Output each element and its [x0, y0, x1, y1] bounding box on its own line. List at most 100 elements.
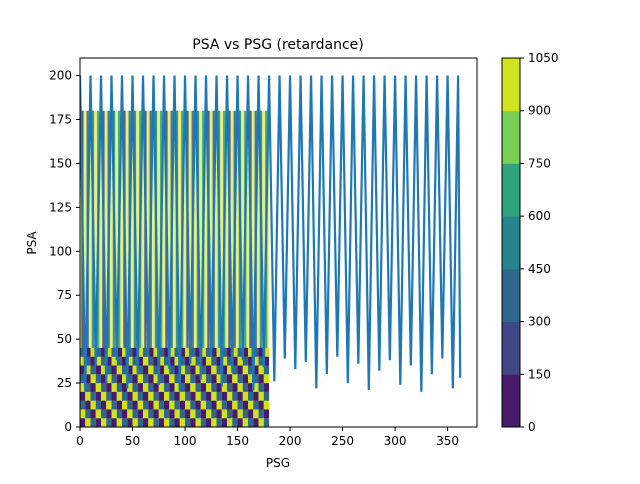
contour-cell [169, 418, 175, 427]
contour-cell [206, 409, 212, 419]
contour-cell [95, 374, 102, 384]
contour-cell [248, 383, 254, 392]
contour-cell [137, 409, 144, 419]
contour-cell [95, 383, 102, 392]
colorbar-tick-label: 0 [528, 420, 536, 434]
contour-cell [143, 347, 149, 357]
contour-cell [200, 374, 207, 384]
contour-cell [132, 365, 138, 375]
plot-frame [79, 57, 478, 428]
contour-cell [111, 391, 117, 401]
contour-cell [116, 356, 123, 366]
contour-cell [80, 391, 86, 401]
contour-cell [101, 383, 107, 392]
contour-cell [253, 356, 259, 366]
contour-cell [101, 347, 107, 357]
contour-cell [237, 409, 243, 419]
contour-cell [132, 356, 138, 366]
colorbar-tick-label: 1050 [528, 51, 559, 65]
contour-cell [237, 418, 243, 427]
contour-cell [101, 356, 107, 366]
chart-title: PSA vs PSG (retardance) [192, 37, 364, 53]
contour-cell [106, 418, 112, 427]
contour-cell [90, 356, 96, 366]
contour-cell [116, 383, 123, 392]
contour-cell [211, 365, 217, 375]
contour-cell [132, 374, 138, 384]
contour-cell [200, 391, 207, 401]
contour-cell [80, 409, 86, 419]
contour-cell [242, 365, 249, 375]
contour-cell [148, 356, 154, 366]
contour-cell [248, 374, 254, 384]
contour-cell [137, 374, 144, 384]
contour-cell [195, 400, 201, 410]
contour-cell [174, 374, 180, 384]
contour-cell [227, 374, 233, 384]
contour-cell [185, 347, 191, 357]
contour-cell [122, 365, 128, 375]
contour-cell [127, 374, 133, 384]
y-tick-label: 125 [49, 200, 72, 214]
contour-cell [237, 356, 243, 366]
contour-cell [174, 365, 180, 375]
contour-cell [111, 418, 117, 427]
contour-cell [95, 391, 102, 401]
contour-cell [122, 383, 128, 392]
contour-cell [169, 391, 175, 401]
contour-cell [122, 391, 128, 401]
colorbar-tick-label: 450 [528, 262, 551, 276]
contour-cell [111, 383, 117, 392]
contour-cell [190, 391, 196, 401]
contour-cell [216, 365, 222, 375]
contour-cell [127, 347, 133, 357]
contour-cell [169, 365, 175, 375]
contour-cell [242, 409, 249, 419]
contour-cell [153, 356, 159, 366]
contour-cell [85, 347, 91, 357]
contour-cell [127, 383, 133, 392]
contour-cell [227, 365, 233, 375]
contour-cell [127, 418, 133, 427]
contour-cell [221, 347, 228, 357]
contour-cell [153, 400, 159, 410]
contour-cell [221, 356, 228, 366]
contour-cell [179, 391, 186, 401]
contour-cell [85, 391, 91, 401]
contour-cell [216, 400, 222, 410]
contour-cell [185, 409, 191, 419]
contour-cell [263, 418, 270, 427]
contour-cell [248, 409, 254, 419]
contour-cell [195, 374, 201, 384]
contour-cell [95, 356, 102, 366]
contour-cell [206, 391, 212, 401]
contour-cell [211, 400, 217, 410]
colorbar-tick-label: 900 [528, 104, 551, 118]
y-tick-label: 100 [49, 244, 72, 258]
contour-cell [153, 365, 159, 375]
contour-cell [132, 409, 138, 419]
contour-cell [190, 347, 196, 357]
contour-cell [174, 347, 180, 357]
contour-cell [200, 418, 207, 427]
contour-cell [253, 400, 259, 410]
contour-cell [227, 356, 233, 366]
contour-cell [258, 383, 264, 392]
contour-cell [90, 391, 96, 401]
contour-cell [143, 418, 149, 427]
contour-cell [153, 374, 159, 384]
contour-cell [221, 409, 228, 419]
colorbar-tick-label: 300 [528, 315, 551, 329]
contour-cell [190, 409, 196, 419]
contour-cell [258, 391, 264, 401]
contour-cell [174, 391, 180, 401]
contour-cell [185, 391, 191, 401]
contour-cell [127, 365, 133, 375]
contour-cell [95, 409, 102, 419]
contour-cell [190, 356, 196, 366]
contour-cell [216, 391, 222, 401]
contour-cell [258, 356, 264, 366]
y-tick-label: 25 [57, 376, 72, 390]
contour-cell [211, 409, 217, 419]
contour-cell [116, 365, 123, 375]
